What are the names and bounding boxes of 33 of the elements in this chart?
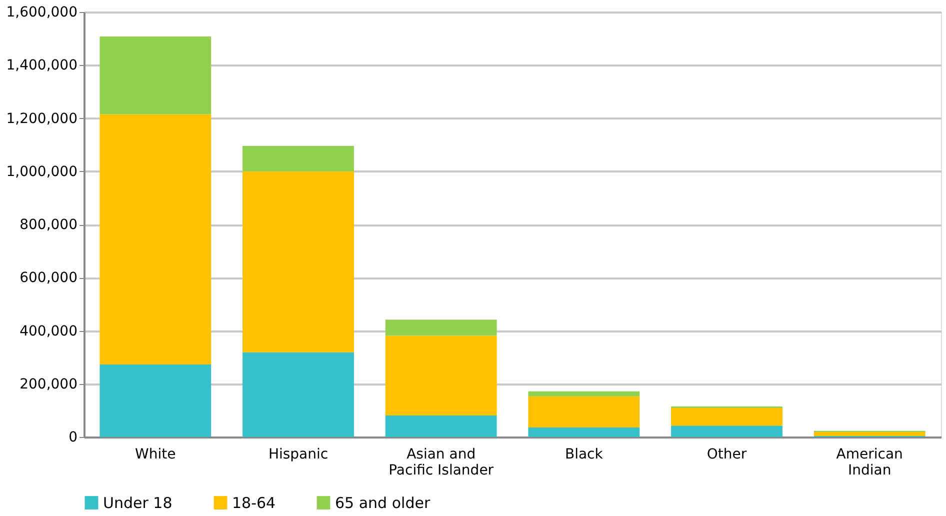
x-tick-label: White [135,446,176,462]
legend-label: 65 and older [335,494,431,512]
x-tick-label: Hispanic [268,446,328,462]
x-tick-label: Other [706,446,747,462]
bar [528,427,640,437]
bar [100,36,212,114]
y-tick-label: 800,000 [20,217,78,233]
legend-label: Under 18 [103,494,172,512]
x-tick-label: Black [564,446,604,462]
bar [242,146,354,172]
bar [671,426,782,437]
y-tick-label: 1,000,000 [6,164,78,180]
y-tick-label: 1,600,000 [6,4,78,20]
bar [100,364,212,437]
bar [671,408,782,426]
bar [242,171,354,352]
y-tick-label: 400,000 [20,323,78,340]
bar [528,396,640,428]
x-tick-label: American Indian [836,446,903,478]
y-tick-label: 1,200,000 [6,110,78,127]
bar [100,114,212,364]
x-tick-label: Asian and Pacific Islander [388,446,494,478]
bar [242,352,354,437]
bar [528,391,640,396]
bar [814,432,926,436]
bar [385,320,497,336]
y-tick-label: 0 [68,430,78,446]
y-tick-label: 1,400,000 [6,58,78,74]
y-tick-label: 200,000 [20,376,78,392]
bar [385,415,497,437]
bar [385,336,497,416]
legend-label: 18-64 [232,494,276,512]
y-tick-label: 600,000 [20,270,78,286]
